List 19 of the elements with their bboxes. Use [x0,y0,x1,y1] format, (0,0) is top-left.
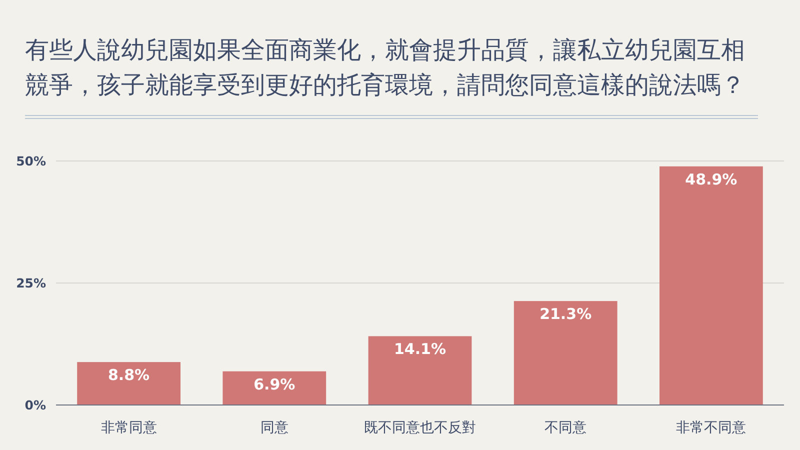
data-label: 21.3% [540,305,592,324]
data-label: 6.9% [254,375,296,394]
chart-title: 有些人說幼兒園如果全面商業化，就會提升品質，讓私立幼兒園互相競爭，孩子就能享受到更好的托育環境，請問您同意這樣的說法嗎？ [25,36,745,99]
bar [660,166,763,405]
x-tick-label: 非常不同意 [676,420,746,436]
bar [222,371,326,405]
data-label: 48.9% [685,170,738,188]
y-tick-label: 0% [24,397,46,412]
x-tick-label: 既不同意也不反對 [364,420,476,436]
y-tick-label: 50% [16,153,46,168]
bar [77,362,180,405]
bar [514,301,618,405]
y-tick-label: 25% [16,275,46,290]
data-label: 8.8% [108,366,150,384]
x-tick-label: 非常同意 [100,420,157,436]
bar [368,336,472,405]
data-label: 14.1% [394,340,446,358]
x-tick-label: 不同意 [544,420,587,436]
x-tick-label: 同意 [260,420,288,436]
